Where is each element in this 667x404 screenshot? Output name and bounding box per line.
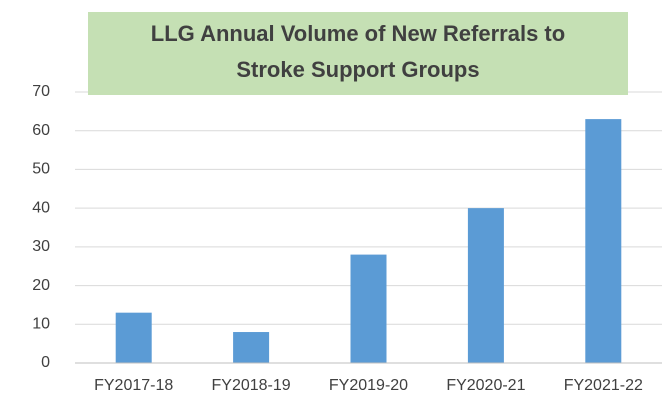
y-tick-label: 20 (32, 277, 50, 294)
y-tick-label: 0 (41, 354, 50, 371)
x-tick-label: FY2018-19 (212, 377, 291, 394)
bar (233, 332, 270, 363)
bar (467, 208, 504, 363)
bar (350, 254, 387, 363)
x-tick-label: FY2019-20 (329, 377, 408, 394)
y-tick-label: 40 (32, 199, 50, 216)
x-tick-label: FY2020-21 (446, 377, 525, 394)
y-tick-label: 10 (32, 316, 50, 333)
y-tick-label: 70 (32, 83, 50, 100)
x-tick-label: FY2017-18 (94, 377, 173, 394)
bar (115, 312, 152, 363)
title-box (88, 12, 628, 95)
bar (585, 119, 622, 363)
y-tick-label: 60 (32, 122, 50, 139)
x-tick-label: FY2021-22 (564, 377, 643, 394)
y-tick-label: 50 (32, 161, 50, 178)
y-tick-label: 30 (32, 238, 50, 255)
chart-title: Stroke Support Groups (236, 57, 479, 82)
chart-title: LLG Annual Volume of New Referrals to (151, 21, 565, 46)
